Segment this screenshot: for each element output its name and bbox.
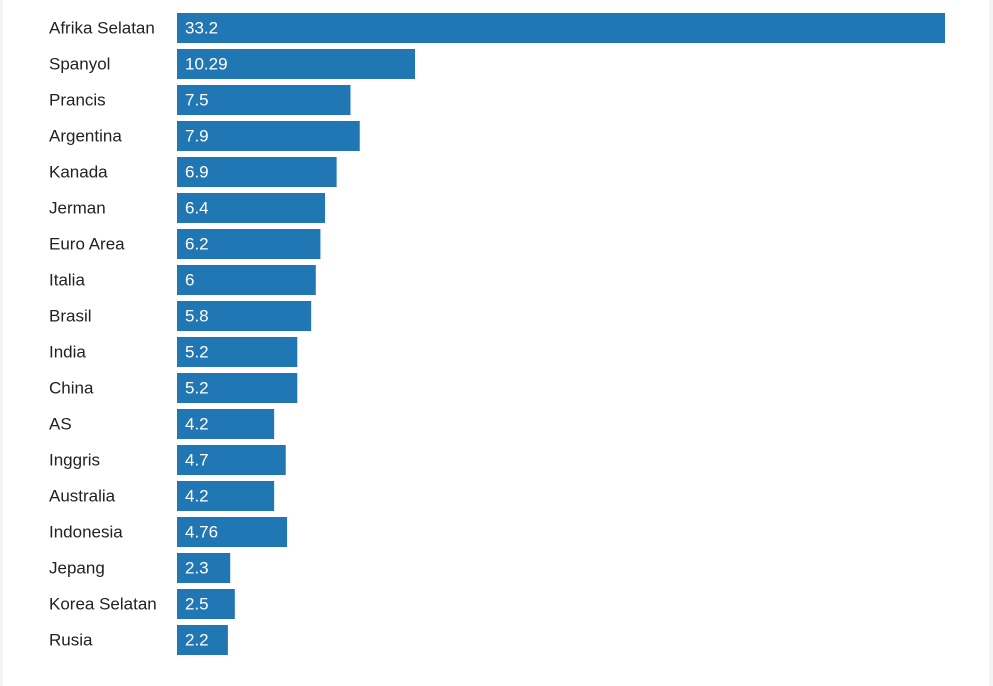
value-label: 4.2 bbox=[185, 414, 209, 433]
panel bbox=[3, 0, 989, 686]
category-label: Australia bbox=[49, 486, 116, 505]
category-label: Inggris bbox=[49, 450, 100, 469]
bar bbox=[177, 13, 945, 43]
bar bbox=[177, 85, 351, 115]
category-label: India bbox=[49, 342, 86, 361]
bar bbox=[177, 121, 360, 151]
bar bbox=[177, 481, 275, 511]
value-label: 4.2 bbox=[185, 486, 209, 505]
category-label: Kanada bbox=[49, 162, 108, 181]
category-label: AS bbox=[49, 414, 72, 433]
category-label: Spanyol bbox=[49, 54, 110, 73]
bar bbox=[177, 157, 337, 187]
category-label: Italia bbox=[49, 270, 85, 289]
category-label: Jerman bbox=[49, 198, 106, 217]
value-label: 10.29 bbox=[185, 54, 228, 73]
category-label: Indonesia bbox=[49, 522, 123, 541]
category-label: Afrika Selatan bbox=[49, 18, 155, 37]
value-label: 33.2 bbox=[185, 18, 218, 37]
value-label: 2.3 bbox=[185, 558, 209, 577]
category-label: Korea Selatan bbox=[49, 594, 157, 613]
value-label: 4.7 bbox=[185, 450, 209, 469]
value-label: 6.4 bbox=[185, 198, 209, 217]
bar bbox=[177, 337, 298, 367]
bar bbox=[177, 409, 275, 439]
value-label: 2.5 bbox=[185, 594, 209, 613]
value-label: 4.76 bbox=[185, 522, 218, 541]
bar bbox=[177, 589, 235, 619]
bar bbox=[177, 553, 231, 583]
bar bbox=[177, 265, 316, 295]
bar bbox=[177, 49, 416, 79]
bar bbox=[177, 193, 326, 223]
category-label: Brasil bbox=[49, 306, 92, 325]
value-label: 6.2 bbox=[185, 234, 209, 253]
value-label: 5.8 bbox=[185, 306, 209, 325]
value-label: 2.2 bbox=[185, 630, 209, 649]
category-label: Argentina bbox=[49, 126, 122, 145]
value-label: 6.9 bbox=[185, 162, 209, 181]
value-label: 6 bbox=[185, 270, 194, 289]
bar bbox=[177, 301, 312, 331]
value-label: 5.2 bbox=[185, 342, 209, 361]
value-label: 7.5 bbox=[185, 90, 209, 109]
bar bbox=[177, 625, 228, 655]
category-label: Jepang bbox=[49, 558, 105, 577]
value-label: 7.9 bbox=[185, 126, 209, 145]
bar bbox=[177, 373, 298, 403]
category-label: Euro Area bbox=[49, 234, 125, 253]
bar bbox=[177, 445, 286, 475]
value-label: 5.2 bbox=[185, 378, 209, 397]
category-label: Prancis bbox=[49, 90, 106, 109]
category-label: China bbox=[49, 378, 94, 397]
category-label: Rusia bbox=[49, 630, 93, 649]
bar bbox=[177, 229, 321, 259]
bar bbox=[177, 517, 288, 547]
